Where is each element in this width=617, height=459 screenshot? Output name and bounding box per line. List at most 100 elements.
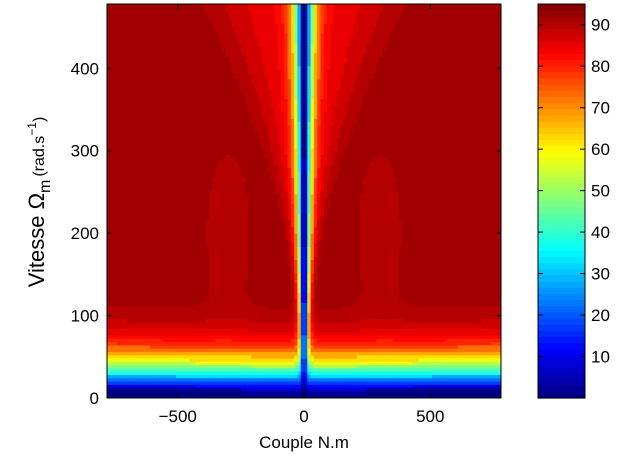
heatmap-cell [304, 46, 308, 51]
heatmap-cell [425, 86, 430, 90]
heatmap-cell [484, 72, 489, 77]
heatmap-cell [481, 135, 486, 140]
heatmap-cell [474, 66, 479, 71]
heatmap-cell [235, 112, 239, 117]
heatmap-cell [343, 53, 348, 58]
heatmap-cell [425, 7, 430, 12]
heatmap-cell [349, 92, 354, 97]
heatmap-cell [359, 128, 364, 133]
heatmap-cell [304, 112, 308, 117]
heatmap-cell [241, 56, 246, 61]
heatmap-cell [287, 10, 292, 15]
heatmap-cell [340, 20, 344, 25]
heatmap-cell [284, 63, 289, 67]
heatmap-cell [133, 33, 138, 38]
heatmap-cell [448, 7, 453, 12]
heatmap-cell [415, 76, 420, 81]
heatmap-cell [258, 79, 262, 84]
heatmap-cell [126, 13, 131, 18]
heatmap-cell [189, 23, 193, 28]
heatmap-cell [409, 109, 413, 113]
heatmap-cell [356, 30, 361, 35]
heatmap-cell [346, 17, 351, 22]
heatmap-cell [333, 115, 338, 120]
heatmap-cell [143, 46, 147, 51]
heatmap-cell [231, 99, 236, 104]
heatmap-cell [441, 125, 446, 130]
heatmap-cell [372, 26, 377, 31]
heatmap-cell [271, 49, 276, 54]
heatmap-cell [379, 122, 384, 127]
heatmap-cell [146, 36, 151, 41]
heatmap-cell [120, 10, 125, 15]
heatmap-cell [425, 10, 430, 15]
heatmap-cell [126, 69, 131, 74]
heatmap-cell [478, 112, 482, 117]
heatmap-cell [349, 23, 354, 28]
heatmap-cell [441, 46, 446, 51]
heatmap-cell [313, 95, 318, 100]
heatmap-cell [323, 10, 328, 15]
heatmap-cell [468, 49, 473, 54]
heatmap-cell [258, 138, 262, 143]
heatmap-cell [264, 102, 269, 107]
heatmap-cell [212, 56, 216, 61]
heatmap-cell [497, 118, 501, 123]
heatmap-cell [494, 135, 499, 140]
heatmap-cell [363, 86, 367, 90]
heatmap-cell [484, 26, 489, 31]
heatmap-cell [143, 30, 147, 35]
heatmap-cell [238, 102, 243, 107]
heatmap-cell [136, 69, 141, 74]
heatmap-cell [409, 33, 413, 38]
heatmap-cell [317, 135, 322, 140]
heatmap-cell [277, 26, 282, 31]
heatmap-cell [212, 118, 216, 123]
heatmap-cell [356, 89, 361, 94]
heatmap-cell [438, 63, 443, 67]
heatmap-cell [231, 63, 236, 67]
heatmap-cell [395, 17, 400, 22]
heatmap-cell [251, 112, 256, 117]
heatmap-cell [428, 63, 433, 67]
heatmap-cell [123, 59, 128, 64]
heatmap-cell [425, 66, 430, 71]
heatmap-cell [300, 132, 305, 136]
heatmap-cell [353, 10, 358, 15]
heatmap-cell [169, 76, 174, 81]
heatmap-cell [290, 76, 295, 81]
heatmap-cell [326, 26, 331, 31]
heatmap-cell [166, 99, 170, 104]
heatmap-cell [372, 56, 377, 61]
heatmap-cell [238, 23, 243, 28]
heatmap-cell [317, 40, 322, 44]
heatmap-cell [468, 118, 473, 123]
heatmap-cell [484, 7, 489, 12]
heatmap-cell [376, 135, 381, 140]
heatmap-cell [133, 82, 138, 87]
heatmap-cell [175, 26, 180, 31]
heatmap-cell [458, 69, 463, 74]
heatmap-cell [438, 53, 443, 58]
heatmap-cell [320, 135, 325, 140]
heatmap-cell [159, 4, 164, 8]
heatmap-cell [179, 122, 184, 127]
heatmap-cell [438, 26, 443, 31]
heatmap-cell [149, 135, 154, 140]
heatmap-cell [244, 33, 249, 38]
heatmap-cell [474, 36, 479, 41]
heatmap-cell [458, 105, 463, 110]
heatmap-cell [376, 63, 381, 67]
heatmap-cell [143, 59, 147, 64]
heatmap-cell [179, 132, 184, 136]
heatmap-cell [215, 132, 220, 136]
heatmap-cell [195, 138, 200, 143]
heatmap-cell [156, 92, 161, 97]
heatmap-cell [395, 135, 400, 140]
heatmap-cell [287, 109, 292, 113]
heatmap-cell [435, 66, 440, 71]
heatmap-cell [428, 102, 433, 107]
heatmap-cell [481, 89, 486, 94]
heatmap-cell [330, 82, 335, 87]
heatmap-cell [139, 53, 144, 58]
